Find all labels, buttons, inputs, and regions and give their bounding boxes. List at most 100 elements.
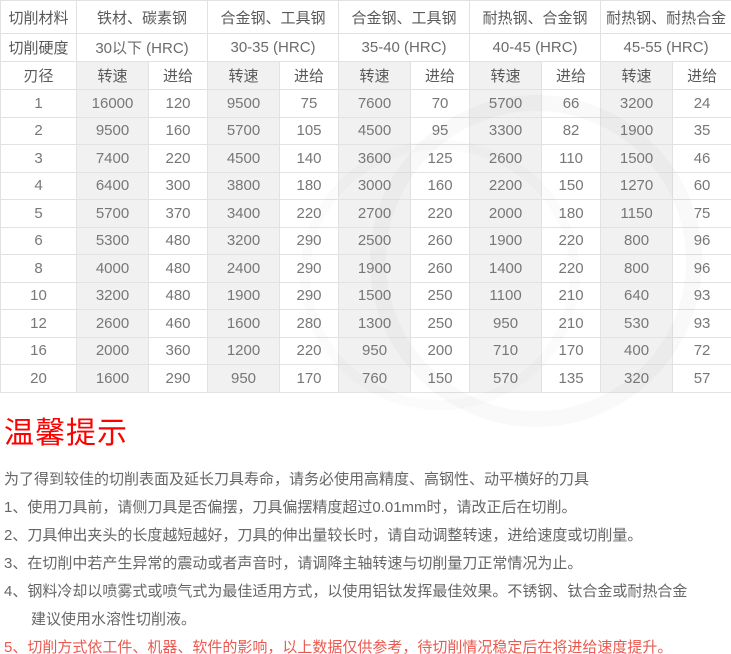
feed-value: 300 <box>147 171 209 200</box>
feed-value: 260 <box>410 254 471 283</box>
table-row: 3 7400 220 4500 140 3600 125 2600 110 1500 46 <box>0 144 731 173</box>
notice-title: 温馨提示 <box>4 416 128 450</box>
speed-value: 1900 <box>469 226 543 255</box>
feed-value: 60 <box>672 171 731 200</box>
feed-value: 360 <box>147 336 209 365</box>
speed-value: 640 <box>600 281 674 310</box>
feed-value: 220 <box>279 336 340 365</box>
speed-value: 1200 <box>207 336 281 365</box>
feed-value: 140 <box>279 144 340 173</box>
speed-value: 760 <box>338 364 412 393</box>
speed-value: 7600 <box>338 89 412 118</box>
speed-value: 5700 <box>76 199 149 228</box>
feed-value: 24 <box>672 89 731 118</box>
speed-value: 2600 <box>76 309 149 338</box>
speed-value: 6400 <box>76 171 149 200</box>
table-row: 2 9500 160 5700 105 4500 95 3300 82 1900 35 <box>0 116 731 145</box>
feed-value: 135 <box>541 364 602 393</box>
speed-value: 1400 <box>469 254 543 283</box>
diameter-value: 12 <box>0 309 77 338</box>
diameter-value: 20 <box>0 364 77 393</box>
material-row-label: 切削材料 <box>0 0 77 34</box>
feed-value: 210 <box>541 309 602 338</box>
feed-value: 150 <box>410 364 471 393</box>
speed-value: 2000 <box>469 199 543 228</box>
feed-value: 210 <box>541 281 602 310</box>
material-name: 铁材、碳素钢 <box>75 0 209 34</box>
feed-value: 250 <box>410 281 471 310</box>
diameter-value: 3 <box>0 144 77 173</box>
feed-value: 480 <box>147 226 209 255</box>
feed-value: 220 <box>541 226 602 255</box>
speed-value: 4500 <box>338 116 412 145</box>
speed-value: 2400 <box>207 254 281 283</box>
material-name: 合金钢、工具钢 <box>207 0 340 34</box>
speed-value: 5700 <box>207 116 281 145</box>
feed-col-label: 进给 <box>279 61 340 90</box>
speed-col-label: 转速 <box>76 61 149 90</box>
diameter-value: 16 <box>0 336 77 365</box>
material-name: 合金钢、工具钢 <box>338 0 471 34</box>
speed-value: 950 <box>338 336 412 365</box>
feed-value: 180 <box>541 199 602 228</box>
hardness-value: 30-35 (HRC) <box>207 33 340 62</box>
notice-item: 5、切削方式依工件、机器、软件的影响，以上数据仅供参考，待切削情况稳定后在将进给… <box>4 638 673 654</box>
hardness-value: 35-40 (HRC) <box>338 33 471 62</box>
table-row: 16 2000 360 1200 220 950 200 710 170 400 72 <box>0 336 731 365</box>
speed-value: 400 <box>600 336 674 365</box>
speed-value: 950 <box>469 309 543 338</box>
feed-value: 95 <box>410 116 471 145</box>
speed-value: 2500 <box>338 226 412 255</box>
speed-value: 4500 <box>207 144 281 173</box>
feed-value: 72 <box>672 336 731 365</box>
feed-value: 75 <box>672 199 731 228</box>
diameter-col-label: 刃径 <box>0 61 77 90</box>
table-row: 8 4000 480 2400 290 1900 260 1400 220 800 96 <box>0 254 731 283</box>
feed-value: 57 <box>672 364 731 393</box>
feed-value: 170 <box>279 364 340 393</box>
feed-value: 250 <box>410 309 471 338</box>
speed-value: 710 <box>469 336 543 365</box>
feed-value: 96 <box>672 254 731 283</box>
speed-value: 1500 <box>600 144 674 173</box>
notice-item: 2、刀具伸出夹头的长度越短越好，刀具的伸出量较长时，请自动调整转速，进给速度或切… <box>4 526 643 544</box>
feed-value: 125 <box>410 144 471 173</box>
cutting-parameters-table: 切削材料 铁材、碳素钢 合金钢、工具钢 合金钢、工具钢 耐热钢、合金钢 耐热钢、耐热合金切… <box>0 0 731 393</box>
speed-value: 1900 <box>207 281 281 310</box>
speed-value: 4000 <box>76 254 149 283</box>
speed-value: 7400 <box>76 144 149 173</box>
speed-value: 3400 <box>207 199 281 228</box>
feed-value: 75 <box>279 89 340 118</box>
speed-col-label: 转速 <box>469 61 543 90</box>
speed-col-label: 转速 <box>600 61 674 90</box>
speed-value: 2600 <box>469 144 543 173</box>
speed-value: 5700 <box>469 89 543 118</box>
speed-feed-header-row: 刃径 转速 进给 转速 进给 转速 进给 转速 进给 转速 进给 <box>0 61 731 90</box>
speed-value: 2000 <box>76 336 149 365</box>
feed-value: 93 <box>672 281 731 310</box>
speed-value: 950 <box>207 364 281 393</box>
notice-item: 3、在切削中若产生异常的震动或者声音时，请调降主轴转速与切削量刀正常情况为止。 <box>4 554 583 572</box>
speed-value: 1900 <box>338 254 412 283</box>
feed-value: 150 <box>541 171 602 200</box>
speed-value: 1500 <box>338 281 412 310</box>
speed-value: 1100 <box>469 281 543 310</box>
speed-value: 1600 <box>76 364 149 393</box>
feed-value: 290 <box>279 254 340 283</box>
speed-value: 3200 <box>76 281 149 310</box>
material-name: 耐热钢、耐热合金 <box>600 0 731 34</box>
hardness-value: 30以下 (HRC) <box>75 33 209 62</box>
speed-col-label: 转速 <box>338 61 412 90</box>
feed-value: 220 <box>147 144 209 173</box>
speed-value: 3200 <box>600 89 674 118</box>
table-row: 10 3200 480 1900 290 1500 250 1100 210 640 93 <box>0 281 731 310</box>
feed-value: 170 <box>541 336 602 365</box>
feed-col-label: 进给 <box>147 61 209 90</box>
feed-value: 480 <box>147 281 209 310</box>
speed-value: 320 <box>600 364 674 393</box>
feed-value: 180 <box>279 171 340 200</box>
diameter-value: 10 <box>0 281 77 310</box>
feed-col-label: 进给 <box>541 61 602 90</box>
notice-items: 1、使用刀具前，请侧刀具是否偏摆，刀具偏摆精度超过0.01mm时，请改正后在切削… <box>4 494 727 654</box>
speed-value: 5300 <box>76 226 149 255</box>
